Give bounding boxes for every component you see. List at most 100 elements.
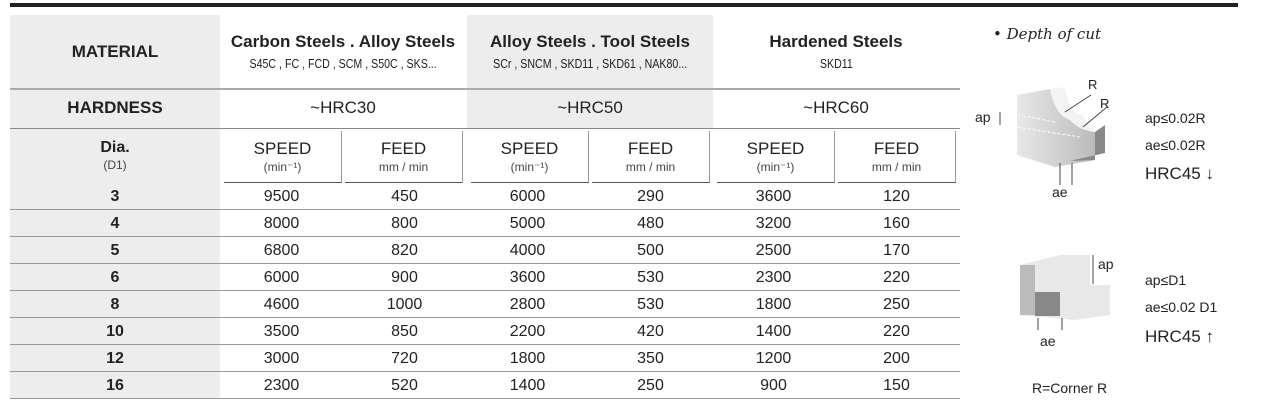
speed-value: 4600 (263, 295, 300, 313)
speed-value: 2300 (755, 268, 792, 286)
corner-r-note: R=Corner R (1032, 380, 1108, 396)
material-group-2: Alloy Steels . Tool Steels SCr , SNCM , … (467, 15, 713, 88)
fig1-ap-limit: ap≤0.02R (1145, 110, 1206, 126)
speed-value: 8000 (263, 214, 300, 232)
fig2-hardness: HRC45 ↑ (1145, 327, 1214, 346)
feed-value: 150 (883, 376, 910, 394)
dia-value: 8 (110, 295, 120, 313)
fig1-hardness: HRC45 ↓ (1145, 164, 1214, 183)
speed-value: 3200 (755, 214, 792, 232)
dia-sub: (D1) (103, 158, 127, 172)
dia-value: 12 (106, 349, 124, 367)
feed-value: 450 (391, 187, 418, 205)
speed-label: SPEED (746, 139, 805, 158)
feed-value: 220 (883, 322, 910, 340)
speed-value: 2200 (509, 322, 546, 340)
feed-value: 160 (883, 214, 910, 232)
feed-value: 500 (637, 241, 664, 259)
feed-value: 420 (637, 322, 664, 340)
feed-header: FEED mm / min (592, 131, 710, 183)
speed-value: 9500 (263, 187, 300, 205)
speed-value: 900 (760, 376, 787, 394)
speed-value: 1800 (755, 295, 792, 313)
speed-value: 2800 (509, 295, 546, 313)
feed-unit: mm / min (625, 160, 676, 174)
speed-unit: (min⁻¹) (756, 160, 795, 174)
feed-value: 350 (637, 349, 664, 367)
feed-value: 530 (637, 295, 664, 313)
speed-value: 6000 (509, 187, 546, 205)
feed-value: 800 (391, 214, 418, 232)
speed-value: 6000 (263, 268, 300, 286)
r-label-1: R (1088, 77, 1098, 92)
feed-value: 820 (391, 241, 418, 259)
dia-value: 3 (110, 187, 120, 205)
material-group-3: Hardened Steels SKD11 (713, 15, 959, 88)
speed-value: 5000 (509, 214, 546, 232)
group-grades: SCr , SNCM , SKD11 , SKD61 , NAK80... (492, 57, 688, 71)
dia-value: 4 (110, 214, 120, 232)
speed-value: 3600 (755, 187, 792, 205)
fig2-ae-limit: ae≤0.02 D1 (1145, 299, 1218, 315)
feed-value: 290 (637, 187, 664, 205)
speed-value: 2300 (263, 376, 300, 394)
group-title: Alloy Steels . Tool Steels (490, 32, 690, 51)
row-divider (10, 344, 960, 345)
feed-header: FEED mm / min (838, 131, 956, 183)
speed-label: SPEED (500, 139, 559, 158)
feed-value: 120 (883, 187, 910, 205)
dia-value: 6 (110, 268, 120, 286)
row-divider (10, 398, 960, 399)
speed-unit: (min⁻¹) (510, 160, 549, 174)
ap-label-2: ap (1098, 256, 1114, 272)
fig2-ap-limit: ap≤D1 (1145, 272, 1187, 288)
speed-value: 1800 (509, 349, 546, 367)
depth-title: • Depth of cut (993, 25, 1102, 43)
speed-header: SPEED (min⁻¹) (717, 131, 835, 183)
dia-value: 10 (106, 322, 124, 340)
feed-value: 200 (883, 349, 910, 367)
feed-value: 170 (883, 241, 910, 259)
feed-value: 520 (391, 376, 418, 394)
row-divider (10, 290, 960, 291)
speed-value: 1400 (755, 322, 792, 340)
speed-value: 3600 (509, 268, 546, 286)
row-divider (10, 371, 960, 372)
speed-value: 6800 (263, 241, 300, 259)
group-title: Hardened Steels (769, 32, 903, 51)
ae-label: ae (1052, 184, 1068, 200)
hardness-label: HARDNESS (67, 98, 163, 117)
dia-label: Dia. (100, 139, 130, 156)
divider (10, 128, 960, 129)
speed-value: 1400 (509, 376, 546, 394)
feed-value: 530 (637, 268, 664, 286)
feed-label: FEED (380, 139, 427, 158)
feed-value: 850 (391, 322, 418, 340)
feed-value: 250 (883, 295, 910, 313)
feed-value: 250 (637, 376, 664, 394)
corner-r-figure (999, 87, 1108, 185)
feed-value: 220 (883, 268, 910, 286)
divider (10, 88, 960, 90)
speed-value: 4000 (509, 241, 546, 259)
ap-label: ap (975, 109, 991, 125)
row-divider (10, 317, 960, 318)
group-grades: S45C , FC , FCD , SCM , S50C , SKS... (249, 57, 437, 71)
row-divider (10, 236, 960, 237)
feed-unit: mm / min (871, 160, 922, 174)
group-grades: SKD11 (819, 57, 853, 71)
feed-label: FEED (627, 139, 674, 158)
feed-value: 1000 (386, 295, 423, 313)
speed-header: SPEED (min⁻¹) (471, 131, 589, 183)
speed-value: 3000 (263, 349, 300, 367)
speed-value: 1200 (755, 349, 792, 367)
group2-header-bg (467, 15, 713, 128)
row-divider (10, 263, 960, 264)
fig1-ae-limit: ae≤0.02R (1145, 137, 1206, 153)
shoulder-figure (1020, 255, 1110, 330)
feed-value: 480 (637, 214, 664, 232)
group-hardness: ~HRC50 (557, 98, 623, 117)
dia-value: 16 (106, 376, 124, 394)
dia-header: Dia. (D1) (10, 128, 220, 183)
material-label: MATERIAL (71, 41, 159, 61)
